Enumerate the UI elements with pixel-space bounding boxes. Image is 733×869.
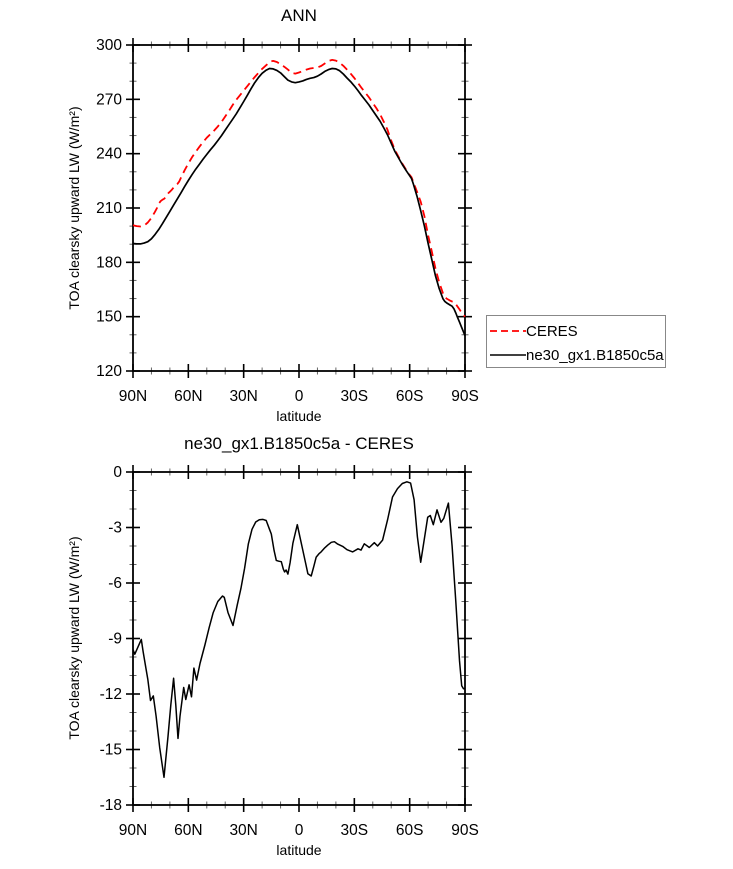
legend-label-ceres: CERES bbox=[526, 322, 578, 340]
top-panel-plot: 90N 60N 30N 0 30S 60S 90S 300 270 240 210 180 150 120 bbox=[96, 37, 479, 405]
y-tick-label: -15 bbox=[100, 742, 122, 759]
curve-ceres bbox=[132, 59, 466, 318]
x-tick-label: 60S bbox=[396, 388, 424, 405]
x-tick-label: 90S bbox=[451, 388, 479, 405]
y-tick-label: 120 bbox=[96, 363, 122, 380]
x-tick-label: 60N bbox=[174, 822, 202, 839]
y-tick-label: 300 bbox=[96, 37, 122, 54]
legend-label-ne30: ne30_gx1.B1850c5a bbox=[526, 346, 664, 364]
plot-frame bbox=[132, 471, 466, 806]
x-tick-label: 90N bbox=[119, 388, 147, 405]
y-tick-label: 240 bbox=[96, 146, 122, 163]
x-tick-label: 90S bbox=[451, 822, 479, 839]
x-tick-label: 30S bbox=[341, 388, 369, 405]
top-panel-x-axis-label: latitude bbox=[276, 408, 322, 424]
y-tick-label: 150 bbox=[96, 309, 122, 326]
top-panel-y-axis-label: TOA clearsky upward LW (W/m²) bbox=[66, 106, 82, 310]
x-tick-label: 60S bbox=[396, 822, 424, 839]
x-tick-label: 60N bbox=[174, 388, 202, 405]
legend-line-dashed-icon bbox=[490, 330, 526, 332]
curve-ne30-gx1-b1850c5a bbox=[132, 67, 466, 337]
bottom-panel-plot: 90N 60N 30N 0 30S 60S 90S 0 -3 -6 -9 -12 -15 -18 bbox=[100, 464, 479, 839]
legend-entry-ne30: ne30_gx1.B1850c5a bbox=[490, 346, 664, 364]
legend: CERES ne30_gx1.B1850c5a bbox=[486, 315, 666, 368]
legend-line-solid-icon bbox=[490, 354, 526, 356]
x-tick-label: 0 bbox=[295, 388, 304, 405]
curve-ne30-gx1-b1850c5a-ceres bbox=[132, 481, 466, 779]
y-tick-label: 210 bbox=[96, 200, 122, 217]
y-tick-label: -6 bbox=[108, 575, 122, 592]
bottom-panel-title: ne30_gx1.B1850c5a - CERES bbox=[184, 434, 414, 453]
y-tick-label: -18 bbox=[100, 797, 122, 814]
y-tick-label: -9 bbox=[108, 631, 122, 648]
x-tick-label: 90N bbox=[119, 822, 147, 839]
y-tick-label: 0 bbox=[113, 464, 122, 481]
top-panel-title: ANN bbox=[281, 6, 317, 25]
y-tick-label: -12 bbox=[100, 686, 122, 703]
y-tick-label: -3 bbox=[108, 520, 122, 537]
bottom-panel-y-axis-label: TOA clearsky upward LW (W/m²) bbox=[66, 536, 82, 740]
x-tick-label: 30S bbox=[341, 822, 369, 839]
y-tick-label: 270 bbox=[96, 91, 122, 108]
x-tick-label: 30N bbox=[229, 388, 257, 405]
bottom-panel-x-axis-label: latitude bbox=[276, 842, 322, 858]
plot-frame bbox=[132, 44, 466, 372]
y-tick-label: 180 bbox=[96, 254, 122, 271]
legend-entry-ceres: CERES bbox=[490, 322, 578, 340]
x-tick-label: 30N bbox=[229, 822, 257, 839]
x-tick-label: 0 bbox=[295, 822, 304, 839]
